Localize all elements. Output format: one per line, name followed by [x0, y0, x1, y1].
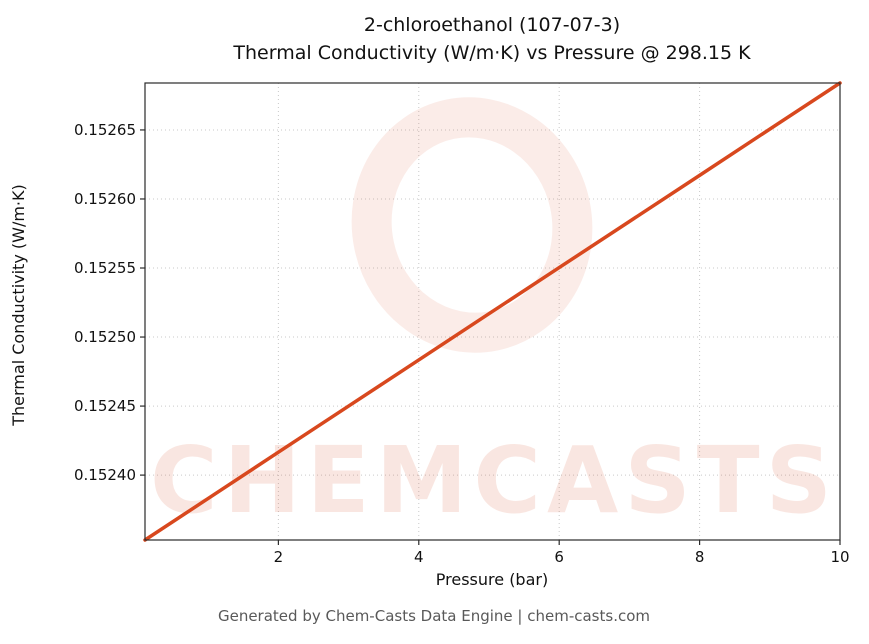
y-tick-label: 0.15245	[74, 397, 136, 415]
x-tick-label: 2	[274, 548, 284, 566]
footer-credit: Generated by Chem-Casts Data Engine | ch…	[218, 607, 650, 625]
x-tick-label: 4	[414, 548, 424, 566]
data-line	[143, 81, 842, 542]
plot-border	[144, 82, 841, 541]
x-tick-label: 6	[554, 548, 564, 566]
y-tick-label: 0.15250	[74, 328, 136, 346]
y-tick-label: 0.15255	[74, 259, 136, 277]
x-axis-label: Pressure (bar)	[436, 570, 548, 589]
plot-area: CHEMCASTS 2 4 6 8 10 0.15240 0.15245 0.15250 0.15…	[74, 81, 850, 566]
chart-title-line2: Thermal Conductivity (W/m·K) vs Pressure…	[232, 42, 751, 64]
watermark-logo	[351, 97, 593, 353]
x-tick-label: 10	[830, 548, 849, 566]
y-tick-label: 0.15265	[74, 121, 136, 139]
chart-title-line1: 2-chloroethanol (107-07-3)	[364, 14, 620, 36]
y-tick-label: 0.15240	[74, 466, 136, 484]
y-tick-label: 0.15260	[74, 190, 136, 208]
watermark-text: CHEMCASTS	[150, 427, 838, 534]
y-axis-label: Thermal Conductivity (W/m·K)	[9, 184, 28, 427]
x-tick-label: 8	[695, 548, 705, 566]
